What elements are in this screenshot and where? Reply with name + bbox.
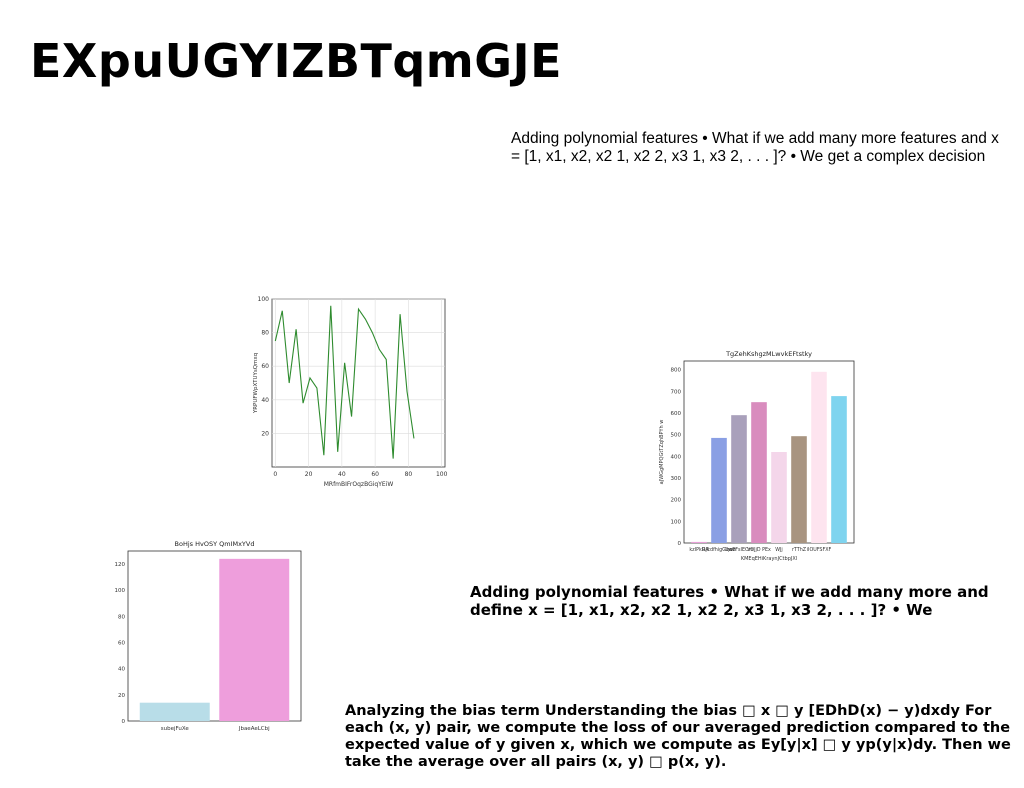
y-tick-label: 60 (118, 641, 125, 647)
bar (831, 396, 847, 543)
y-tick-label: 120 (115, 562, 126, 568)
x-tick-label: rTThZ (792, 547, 807, 553)
x-tick-label: 80 (405, 471, 413, 478)
chart-title: BoHjs HvOSY QmIMxYVd (175, 540, 255, 548)
y-tick-label: 80 (261, 330, 269, 337)
y-tick-label: 40 (118, 667, 125, 673)
plot-frame (683, 360, 855, 544)
chart-title: TgZehKshgzMLwvkEFtstky (725, 350, 812, 358)
y-tick-label: 80 (118, 614, 125, 620)
slide-title: EXpuUGYIZBTqmGJE (30, 34, 563, 88)
x-tick-label: iIOUFSFXF (807, 547, 832, 553)
bar-chart-left: BoHjs HvOSY QmIMxYVd 0 20 40 60 80 100 120 subej… (115, 540, 302, 732)
y-axis-label: YRPUFWpXTUYsQmxq (253, 353, 259, 414)
plot-frame (127, 550, 302, 722)
x-axis-label: MRfmBIFrOqzBGiqYEiW (324, 481, 394, 488)
y-tick-label: 100 (258, 296, 270, 303)
bar (791, 436, 807, 543)
bar (139, 702, 210, 721)
y-tick-label: 40 (261, 397, 269, 404)
bar-chart-right: TgZehKshgzMLwvkEFtstky 0 100 200 300 400 500 60… (659, 350, 855, 562)
y-tick-label: 0 (678, 541, 682, 547)
y-tick-label: 20 (261, 430, 269, 437)
y-axis-label: aJWGgMPQGtTZqhBPYh w (659, 420, 665, 485)
x-tick-label: subejFuXe (161, 726, 190, 732)
x-tick-label: kzIPkDA (689, 547, 709, 553)
line-chart: 0 20 40 60 80 100 20 40 60 80 100 MRfmBIFrOqzBGiqYE… (253, 296, 448, 488)
plot-frame (271, 298, 446, 468)
y-tick-label: 60 (261, 363, 269, 370)
y-tick-label: 400 (671, 454, 682, 460)
y-tick-label: 200 (671, 498, 682, 504)
x-tick-label: 40 (338, 471, 346, 478)
bar (711, 437, 727, 543)
bar (751, 402, 767, 543)
x-tick-label: 60 (371, 471, 379, 478)
y-tick-label: 600 (671, 411, 682, 417)
y-tick-label: 0 (122, 719, 126, 725)
y-tick-label: 700 (671, 389, 682, 395)
y-tick-label: 500 (671, 433, 682, 439)
y-tick-label: 300 (671, 476, 682, 482)
text-block-middle: Adding polynomial features • What if we … (470, 583, 989, 619)
bar (771, 452, 787, 543)
bar (219, 558, 290, 721)
x-tick-label: 20 (305, 471, 313, 478)
y-tick-label: 800 (671, 368, 682, 374)
x-axis-label: KMEqEHiKraynJCtbpJXl (741, 556, 797, 562)
y-tick-label: 100 (115, 588, 126, 594)
x-tick-label: JbaeAeLCbj (238, 726, 270, 732)
x-tick-label: OwEFsIEOm (725, 547, 754, 553)
x-tick-label: 0 (273, 471, 277, 478)
data-series-line (274, 305, 415, 459)
x-tick-label: RjltdfhigGqwe (702, 547, 736, 553)
x-tick-label: VOJjD PEx (747, 547, 771, 553)
bar (731, 415, 747, 543)
x-tick-label: WJj (775, 547, 783, 553)
bar (811, 371, 827, 543)
bar (691, 541, 707, 543)
text-block-top: Adding polynomial features • What if we … (511, 130, 999, 165)
y-tick-label: 100 (671, 519, 682, 525)
text-block-bottom: Analyzing the bias term Understanding th… (345, 703, 1011, 770)
y-tick-label: 20 (118, 693, 125, 699)
x-tick-label: 100 (436, 471, 448, 478)
